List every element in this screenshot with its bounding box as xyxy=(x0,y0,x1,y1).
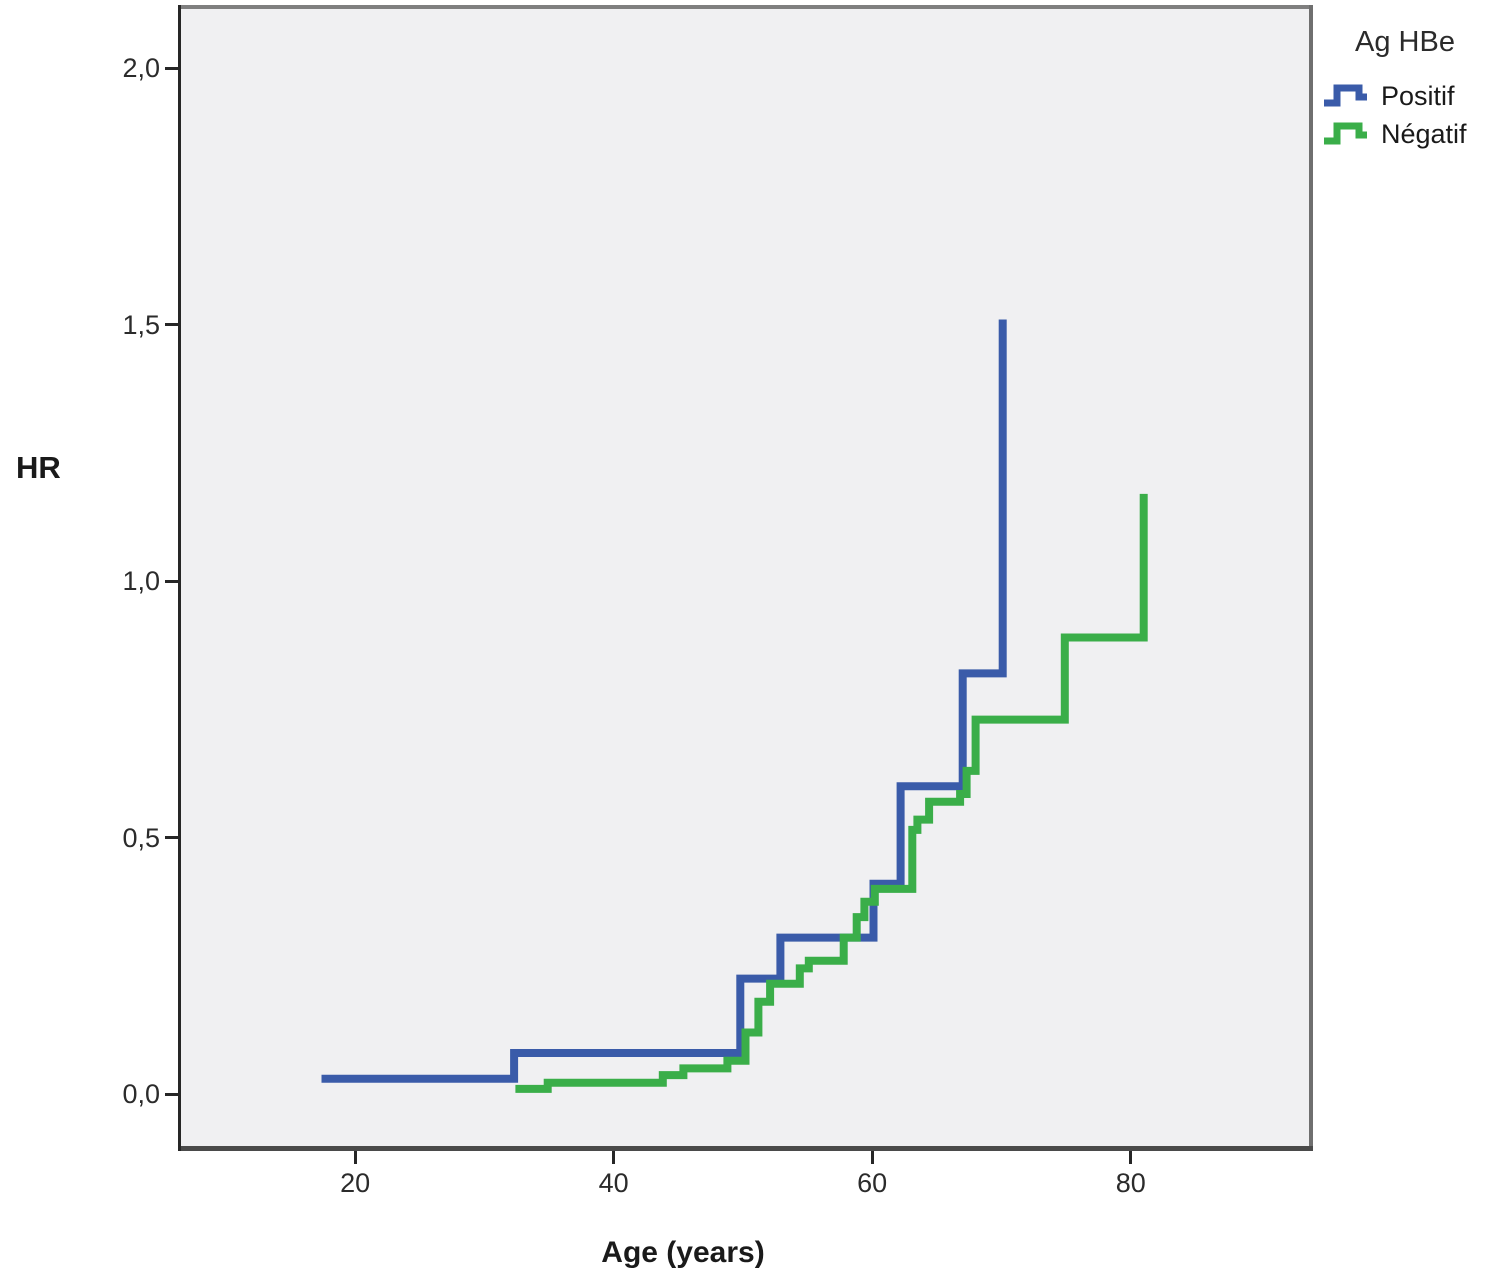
legend-label-positif: Positif xyxy=(1381,80,1455,111)
y-tick-label: 1,0 xyxy=(122,566,160,597)
step-line-marker-negatif-icon xyxy=(1324,122,1367,145)
x-tick-label: 80 xyxy=(1115,1168,1146,1198)
x-tick xyxy=(870,1151,874,1164)
legend-label-negatif: Négatif xyxy=(1381,118,1467,149)
x-tick xyxy=(612,1151,616,1164)
x-tick-label: 40 xyxy=(598,1168,629,1198)
step-line-marker-positif-icon xyxy=(1324,84,1367,107)
y-tick xyxy=(165,66,178,70)
legend-title: Ag HBe xyxy=(1355,26,1455,58)
y-tick xyxy=(165,323,178,327)
series-line-negatif xyxy=(515,493,1148,1093)
y-tick-label: 2,0 xyxy=(122,53,160,84)
step-lines-canvas xyxy=(178,5,1313,1151)
legend: Ag HBe Positif Négatif xyxy=(1322,26,1498,153)
y-tick xyxy=(165,579,178,583)
y-tick-label: 0,5 xyxy=(122,822,160,853)
x-axis-title: Age (years) xyxy=(601,1236,765,1269)
y-axis-title: HR xyxy=(16,450,61,485)
plot-area xyxy=(178,5,1313,1151)
legend-item-positif: Positif xyxy=(1322,77,1498,115)
x-tick-label: 20 xyxy=(340,1168,371,1198)
y-tick xyxy=(165,1092,178,1096)
x-tick xyxy=(1129,1151,1133,1164)
y-tick-label: 0,0 xyxy=(122,1079,160,1110)
y-tick xyxy=(165,836,178,840)
series-line-positif xyxy=(321,319,1007,1083)
x-tick xyxy=(353,1151,357,1164)
legend-item-negatif: Négatif xyxy=(1322,115,1498,153)
x-tick-label: 60 xyxy=(857,1168,888,1198)
y-tick-label: 1,5 xyxy=(122,309,160,340)
